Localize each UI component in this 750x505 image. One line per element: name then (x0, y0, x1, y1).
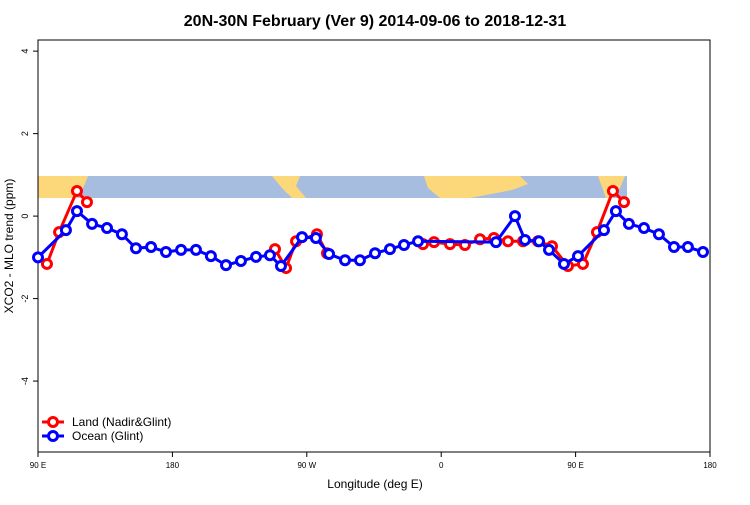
y-tick-label: -4 (20, 377, 30, 385)
plot-frame (37, 39, 711, 453)
data-point (369, 247, 382, 260)
data-point (571, 250, 584, 263)
data-point (250, 250, 263, 263)
data-point (398, 238, 411, 251)
x-axis-label: Longitude (deg E) (327, 477, 422, 491)
y-tick-label: 0 (20, 214, 30, 219)
data-point (557, 257, 570, 270)
data-point (309, 231, 322, 244)
data-point (145, 241, 158, 254)
y-axis-label: XCO2 - MLO trend (ppm) (2, 179, 16, 314)
data-point (353, 254, 366, 267)
data-point (339, 254, 352, 267)
y-tick-label: 4 (20, 49, 30, 54)
data-point (622, 217, 635, 230)
map-strip (38, 176, 627, 198)
legend-marker (47, 416, 59, 428)
x-tick-label: 180 (166, 461, 180, 470)
data-point (597, 224, 610, 237)
data-point (609, 205, 622, 218)
data-point (86, 217, 99, 230)
data-point (115, 228, 128, 241)
data-point (175, 243, 188, 256)
legend-label: Ocean (Glint) (72, 429, 143, 443)
data-point (652, 228, 665, 241)
data-point (383, 243, 396, 256)
data-point (296, 231, 309, 244)
data-point (533, 235, 546, 248)
y-tick-label: 2 (20, 131, 30, 136)
data-point (696, 245, 709, 258)
legend-marker (47, 430, 59, 442)
data-point (508, 210, 521, 223)
data-point (637, 222, 650, 235)
x-tick-label: 0 (439, 461, 444, 470)
data-point (100, 222, 113, 235)
data-point (681, 241, 694, 254)
y-tick-label: -2 (20, 295, 30, 303)
data-point (501, 235, 514, 248)
data-point (129, 242, 142, 255)
data-point (32, 251, 44, 264)
data-point (323, 248, 336, 261)
data-point (606, 184, 619, 197)
chart-title: 20N-30N February (Ver 9) 2014-09-06 to 2… (184, 13, 567, 30)
x-tick-label: 90 E (567, 461, 583, 470)
data-point (159, 245, 172, 258)
data-point (274, 260, 287, 273)
data-point (263, 249, 276, 262)
data-point (70, 184, 83, 197)
data-point (234, 255, 247, 268)
data-point (518, 234, 531, 247)
data-point (490, 236, 503, 249)
data-point (189, 243, 202, 256)
x-tick-label: 90 W (297, 461, 316, 470)
data-point (40, 257, 53, 270)
x-tick-label: 180 (703, 461, 717, 470)
data-point (412, 235, 425, 248)
data-point (220, 259, 233, 272)
data-point (70, 205, 83, 218)
data-point (617, 196, 630, 209)
data-point (80, 196, 93, 209)
data-point (543, 243, 556, 256)
x-tick-label: 90 E (30, 461, 46, 470)
data-point (668, 241, 681, 254)
data-point (59, 224, 72, 237)
data-point (204, 250, 217, 263)
legend-label: Land (Nadir&Glint) (72, 415, 171, 429)
